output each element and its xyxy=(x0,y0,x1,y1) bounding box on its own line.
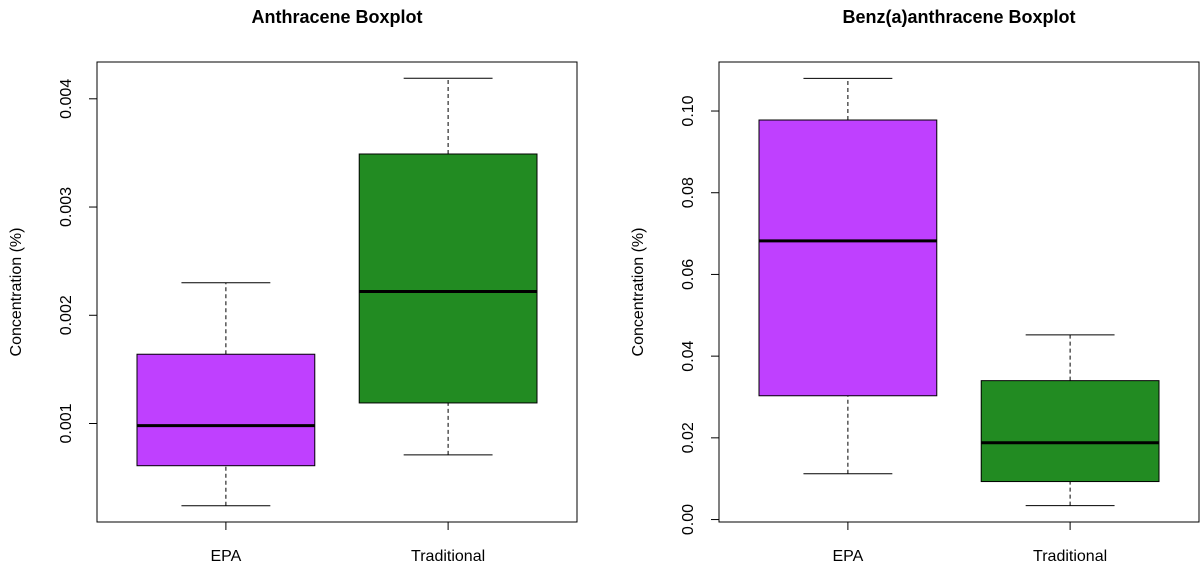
chart-title: Anthracene Boxplot xyxy=(251,7,422,27)
y-tick-label: 0.004 xyxy=(58,79,75,119)
y-tick-label: 0.002 xyxy=(58,295,75,335)
box xyxy=(136,353,316,467)
y-tick-label: 0.003 xyxy=(58,187,75,227)
x-tick-label: EPA xyxy=(832,548,863,565)
plot-frame xyxy=(718,61,1200,523)
y-tick-label: 0.04 xyxy=(680,340,697,371)
y-axis-label: Concentration (%) xyxy=(630,228,647,357)
y-tick-label: 0.08 xyxy=(680,177,697,208)
x-tick-label: Traditional xyxy=(1033,548,1107,565)
y-tick-label: 0.00 xyxy=(680,504,697,535)
box xyxy=(980,380,1160,483)
x-tick-label: Traditional xyxy=(411,548,485,565)
y-axis-label: Concentration (%) xyxy=(8,228,25,357)
y-tick-label: 0.10 xyxy=(680,95,697,126)
plot-frame xyxy=(96,61,578,523)
box xyxy=(758,119,938,397)
box xyxy=(358,153,538,404)
x-tick-label: EPA xyxy=(210,548,241,565)
y-tick-label: 0.001 xyxy=(58,403,75,443)
y-tick-label: 0.06 xyxy=(680,259,697,290)
chart-title: Benz(a)anthracene Boxplot xyxy=(842,7,1075,27)
y-tick-label: 0.02 xyxy=(680,422,697,453)
